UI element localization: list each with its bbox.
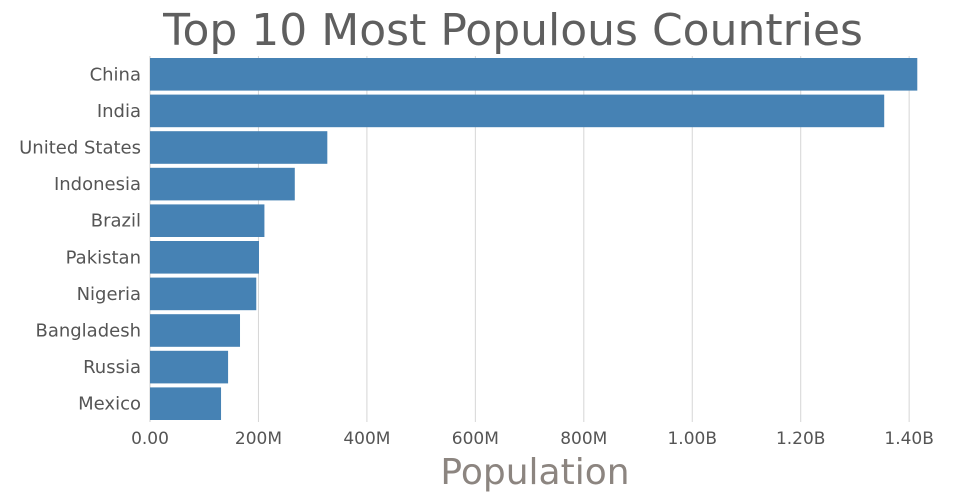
- x-axis-label: Population: [440, 452, 629, 493]
- bar-india: [150, 94, 885, 128]
- x-tick-label: 1.40B: [884, 429, 934, 449]
- bar-nigeria: [150, 277, 257, 311]
- category-label: Indonesia: [54, 174, 141, 195]
- x-tick-label: 200M: [235, 429, 282, 449]
- x-tick-label: 400M: [343, 429, 390, 449]
- bar-united-states: [150, 131, 328, 164]
- bar-mexico: [150, 387, 222, 420]
- category-label: Russia: [83, 357, 141, 378]
- category-label: Mexico: [78, 394, 141, 415]
- x-tick-label: 1.00B: [667, 429, 717, 449]
- category-label: India: [97, 101, 141, 122]
- category-label: Pakistan: [66, 247, 141, 268]
- bars: [150, 58, 918, 420]
- x-tick-label: 1.20B: [776, 429, 826, 449]
- bar-russia: [150, 350, 229, 384]
- bar-china: [150, 58, 918, 91]
- x-tick-label: 0.00: [131, 429, 169, 449]
- category-label: Nigeria: [77, 284, 141, 305]
- bar-pakistan: [150, 241, 259, 274]
- x-tick-label: 800M: [560, 429, 607, 449]
- category-label: China: [90, 64, 141, 85]
- bar-indonesia: [150, 167, 295, 201]
- category-labels: China India United States Indonesia Brazil Pa…: [19, 64, 141, 414]
- category-label: Brazil: [91, 211, 141, 232]
- x-tick-label: 600M: [452, 429, 499, 449]
- bar-bangladesh: [150, 314, 241, 347]
- bar-brazil: [150, 204, 265, 237]
- category-label: Bangladesh: [35, 321, 141, 342]
- category-label: United States: [19, 138, 141, 159]
- chart-title: Top 10 Most Populous Countries: [162, 5, 863, 56]
- x-tick-labels: 0.00 200M 400M 600M 800M 1.00B 1.20B 1.40B: [131, 429, 934, 449]
